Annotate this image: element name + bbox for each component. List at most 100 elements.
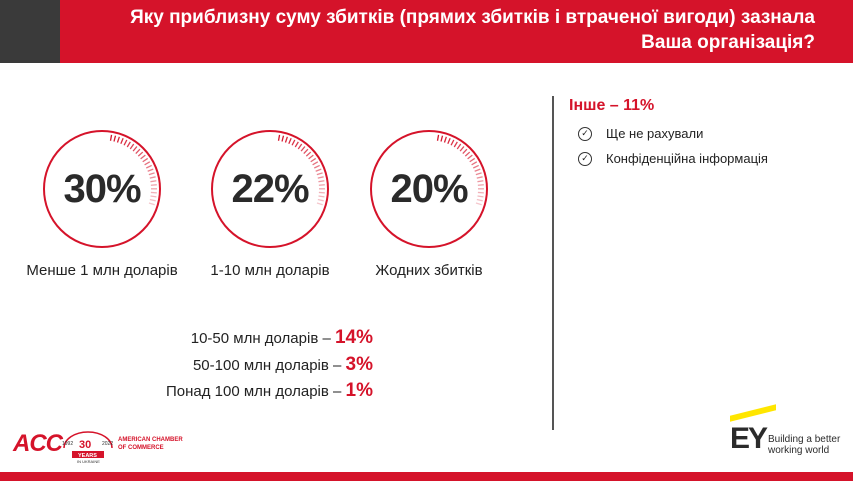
badge-year-right: 2022: [102, 441, 113, 447]
ring-tick: [129, 143, 135, 150]
ring-tick: [137, 151, 144, 157]
circle-ring-icon: [211, 130, 329, 248]
ring-tick: [315, 168, 322, 172]
ring-tick: [113, 135, 117, 142]
ring-tick: [116, 136, 120, 143]
circle-ring-icon: [43, 130, 161, 248]
ring-tick: [318, 195, 325, 198]
check-circle-icon: ✓: [578, 126, 592, 141]
ring-tick: [464, 151, 471, 157]
ring-tick: [436, 134, 440, 141]
ring-tick: [467, 154, 473, 160]
ring-tick: [303, 148, 309, 154]
ring-tick: [476, 198, 483, 202]
other-item-label: Ще не рахували: [606, 126, 704, 141]
ring-tick: [310, 157, 317, 163]
ring-tick: [291, 139, 296, 146]
ring-tick: [477, 195, 484, 198]
stat-circle-3: 20%: [367, 127, 491, 251]
ring-tick: [456, 143, 462, 150]
stat-value: 20%: [390, 166, 468, 211]
stat-value: 30%: [63, 166, 141, 211]
divider: [552, 96, 554, 430]
ring-tick: [475, 202, 482, 206]
ring-tick: [317, 198, 324, 202]
ring-tick: [150, 195, 157, 198]
ring-tick: [148, 172, 155, 176]
other-item: ✓ Конфіденційна інформація: [578, 151, 768, 166]
ey-tagline: Building a better working world: [768, 434, 840, 456]
circle-ring-icon: [370, 130, 488, 248]
ey-tag-line2: working world: [768, 445, 830, 456]
page-title: Яку приблизну суму збитків (прямих збитк…: [60, 0, 853, 63]
ring-tick: [447, 137, 451, 145]
other-item: ✓ Ще не рахували: [578, 126, 703, 141]
extra-row-2: 50-100 млн доларів – 3%: [193, 354, 373, 376]
ring-tick: [277, 134, 281, 141]
ring-tick: [297, 143, 303, 150]
ring-tick: [140, 154, 146, 160]
ring-tick: [150, 180, 157, 183]
ring-tick: [453, 141, 458, 148]
ring-tick: [142, 157, 149, 163]
other-title: Інше – 11%: [569, 97, 655, 114]
ring-tick: [477, 180, 484, 183]
ring-tick: [147, 168, 154, 172]
stat-value: 22%: [231, 166, 309, 211]
extra-row-label: 50-100 млн доларів –: [192, 357, 346, 374]
ring-tick: [459, 146, 465, 152]
ring-tick: [294, 141, 299, 148]
ring-tick: [471, 161, 478, 166]
check-circle-icon: ✓: [578, 151, 592, 166]
extra-row-value: 1%: [345, 380, 373, 401]
amcham-line1: AMERICAN CHAMBER: [118, 437, 183, 443]
ring-tick: [300, 146, 306, 152]
badge-year-left: 1992: [62, 441, 73, 447]
ring-tick: [126, 141, 131, 148]
ring-tick: [120, 137, 124, 145]
stat-label: Жодних збитків: [375, 262, 483, 279]
ring-tick: [305, 151, 312, 157]
ring-tick: [462, 148, 468, 154]
extra-row-label: 10-50 млн доларів –: [190, 330, 335, 347]
badge-number: 30: [79, 439, 91, 451]
ring-tick: [313, 164, 320, 169]
ring-tick: [443, 136, 447, 143]
footer-accent-bar: [0, 472, 853, 481]
extra-row-value: 14%: [334, 327, 373, 348]
extra-row-1: 10-50 млн доларів – 14%: [191, 327, 373, 349]
extra-row-label: Понад 100 млн доларів –: [165, 383, 346, 400]
ring-tick: [145, 164, 152, 169]
ring-tick: [288, 137, 292, 145]
other-item-label: Конфіденційна інформація: [606, 151, 768, 166]
ring-tick: [148, 202, 155, 206]
ring-tick: [469, 157, 476, 163]
extra-row-3: Понад 100 млн доларів – 1%: [166, 380, 373, 402]
ring-tick: [144, 161, 151, 166]
ring-tick: [308, 154, 314, 160]
ring-tick: [474, 168, 481, 172]
amcham-line2: OF COMMERCE: [118, 445, 164, 451]
ring-tick: [135, 148, 141, 154]
stat-circle-1: 30%: [40, 127, 164, 251]
extra-row-value: 3%: [345, 354, 373, 375]
ring-tick: [475, 172, 482, 176]
ey-tag-line1: Building a better: [768, 434, 841, 445]
stat-label: Менше 1 млн доларів: [26, 262, 178, 279]
badge-text: YEARS: [78, 453, 97, 459]
ey-beam-icon: [730, 404, 776, 422]
anniversary-badge-icon: 1992 2022 30 YEARS IN UKRAINE: [62, 431, 113, 464]
amcham-label: AMERICAN CHAMBER OF COMMERCE: [118, 436, 183, 452]
ring-tick: [316, 172, 323, 176]
ring-tick: [317, 176, 324, 179]
ring-tick: [123, 139, 128, 146]
ring-tick: [284, 136, 288, 143]
ring-tick: [312, 161, 319, 166]
ring-tick: [109, 134, 113, 141]
header-dark-block: [0, 0, 60, 63]
ring-tick: [149, 176, 156, 179]
ring-tick: [316, 202, 323, 206]
ring-tick: [472, 164, 479, 169]
ring-tick: [476, 176, 483, 179]
ring-tick: [318, 180, 325, 183]
